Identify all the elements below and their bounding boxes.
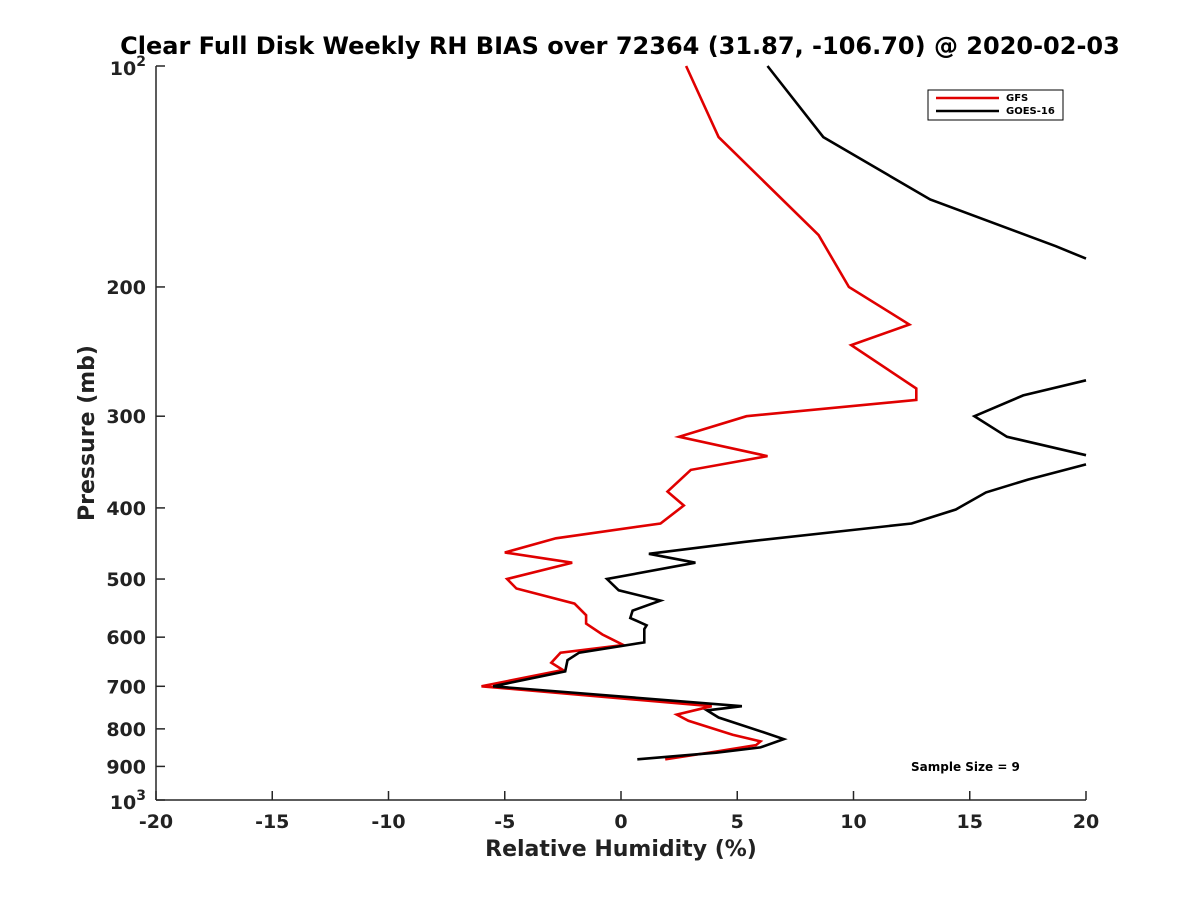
plot-area xyxy=(155,65,1087,801)
x-tick-label: 0 xyxy=(614,811,627,833)
x-axis-ticks: -20 -15 -10 -5 0 5 10 15 20 xyxy=(139,791,1099,833)
x-tick-label: -10 xyxy=(371,811,405,833)
series-line-goes-16-segment-1 xyxy=(971,379,1087,457)
y-tick-label: 900 xyxy=(106,756,146,778)
y-tick-label: 600 xyxy=(106,627,146,649)
sample-size-annotation: Sample Size = 9 xyxy=(911,760,1020,774)
y-tick-label-power: 102 xyxy=(110,54,146,80)
legend-box xyxy=(927,89,1064,121)
legend: GFS GOES-16 xyxy=(927,89,1064,121)
y-tick-label-power: 103 xyxy=(110,788,146,814)
series-line-goes-16 xyxy=(766,65,1087,260)
legend-label-goes16: GOES-16 xyxy=(1006,106,1055,117)
x-tick-label: -15 xyxy=(255,811,289,833)
x-tick-label: 10 xyxy=(840,811,866,833)
y-tick-label-base: 10 xyxy=(110,58,136,80)
x-tick-label: -5 xyxy=(494,811,515,833)
y-tick-label-exponent: 3 xyxy=(136,788,146,804)
y-tick-label: 300 xyxy=(106,406,146,428)
y-tick-label: 800 xyxy=(106,719,146,741)
x-axis-label: Relative Humidity (%) xyxy=(485,837,757,862)
y-tick-label: 400 xyxy=(106,498,146,520)
y-axis-label: Pressure (mb) xyxy=(75,345,100,521)
x-tick-label: 15 xyxy=(957,811,983,833)
x-tick-label: 5 xyxy=(731,811,744,833)
y-tick-label: 500 xyxy=(106,569,146,591)
chart-title: Clear Full Disk Weekly RH BIAS over 7236… xyxy=(120,32,1120,60)
y-tick-label-exponent: 2 xyxy=(136,54,146,70)
series-layer xyxy=(481,65,1087,761)
series-line-gfs xyxy=(481,65,918,761)
x-tick-label: 20 xyxy=(1073,811,1099,833)
y-tick-label: 200 xyxy=(106,277,146,299)
legend-label-gfs: GFS xyxy=(1006,93,1028,104)
x-tick-label: -20 xyxy=(139,811,173,833)
y-tick-label: 700 xyxy=(106,676,146,698)
y-tick-label-base: 10 xyxy=(110,792,136,814)
series-line-goes-16-segment-2 xyxy=(492,463,1087,761)
plot-background xyxy=(156,66,1086,800)
